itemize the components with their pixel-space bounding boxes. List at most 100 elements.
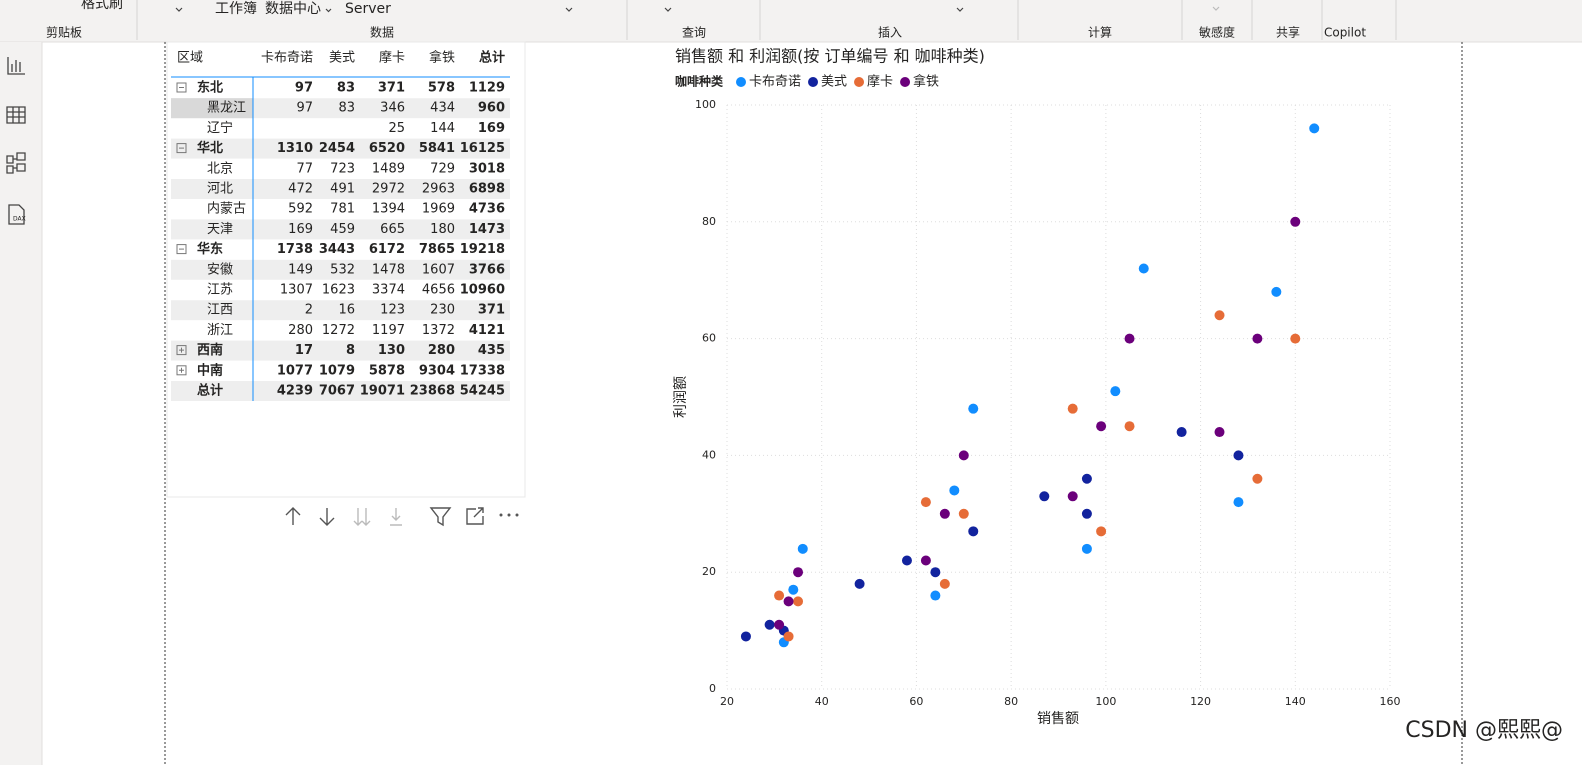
matrix-cell: 3766 <box>469 262 505 277</box>
expand-button[interactable] <box>176 365 187 376</box>
matrix-cell: 7067 <box>319 384 355 399</box>
matrix-cell: 130 <box>378 343 405 358</box>
scatter-point <box>939 508 950 519</box>
scatter-point <box>920 555 931 566</box>
filter[interactable] <box>429 507 452 527</box>
scatter-point <box>1252 333 1263 344</box>
dax-icon[interactable] <box>8 204 25 225</box>
scatter-point <box>764 619 775 630</box>
matrix-row-label: 东北 <box>197 80 223 96</box>
drill-up[interactable] <box>285 507 301 525</box>
scatter-point <box>1067 403 1078 414</box>
row-background <box>171 340 510 361</box>
expand-button[interactable] <box>176 244 187 255</box>
matrix-row-label: 华北 <box>197 140 223 156</box>
matrix-cell: 25 <box>388 121 405 136</box>
matrix-cell: 532 <box>330 262 355 277</box>
scatter-point <box>1176 427 1187 438</box>
matrix-cell: 592 <box>288 202 313 217</box>
matrix-row-label: 总计 <box>197 383 223 399</box>
matrix-cell: 19218 <box>460 242 505 257</box>
matrix-cell: 169 <box>478 121 505 136</box>
matrix-cell: 1473 <box>469 222 505 237</box>
scatter-point <box>1081 473 1092 484</box>
legend-label: 卡布奇诺 <box>749 74 801 90</box>
matrix-cell: 17338 <box>460 363 505 378</box>
scatter-point <box>740 631 751 642</box>
matrix-cell: 6172 <box>369 242 405 257</box>
row-background <box>171 98 510 119</box>
scatter-point <box>783 596 794 607</box>
matrix-cell: 6898 <box>469 182 505 197</box>
matrix-cell: 180 <box>430 222 455 237</box>
matrix-cell: 280 <box>288 323 313 338</box>
ribbon <box>0 0 1582 42</box>
expand-button[interactable] <box>176 82 187 93</box>
matrix-cell: 8 <box>346 343 355 358</box>
scatter-point <box>783 631 794 642</box>
matrix-row-label: 西南 <box>197 342 223 358</box>
matrix-cell: 54245 <box>460 384 505 399</box>
scatter-point <box>1124 333 1135 344</box>
scatter-point <box>1110 386 1121 397</box>
x-tick-label: 80 <box>1004 695 1018 708</box>
scatter-point <box>793 567 804 578</box>
ribbon-group-label: 敏感度 <box>1199 25 1235 40</box>
row-background <box>171 381 510 401</box>
matrix-cell: 5841 <box>419 141 455 156</box>
expand-glyph <box>179 367 184 373</box>
watermark: CSDN @熙熙@ <box>1405 718 1563 743</box>
matrix-row-label: 江苏 <box>207 282 233 298</box>
focus-mode[interactable] <box>466 507 484 525</box>
row-background <box>171 259 510 280</box>
y-tick-label: 20 <box>702 565 716 578</box>
scatter-point <box>1039 491 1050 502</box>
matrix-header: 总计 <box>479 50 505 66</box>
visual-header-icons <box>285 507 519 527</box>
matrix-row-label: 内蒙古 <box>207 201 246 217</box>
sidebar <box>0 42 42 765</box>
matrix-cell: 578 <box>428 81 455 96</box>
model-icon[interactable] <box>6 152 26 174</box>
matrix-row-label: 安徽 <box>207 262 233 277</box>
scatter-point <box>1233 450 1244 461</box>
matrix-cell: 2972 <box>372 182 405 197</box>
legend-marker <box>736 77 746 87</box>
matrix-cell: 149 <box>288 262 313 277</box>
matrix-row-label: 中南 <box>197 362 223 378</box>
expand-button[interactable] <box>176 143 187 154</box>
matrix-cell: 1272 <box>322 323 355 338</box>
matrix-cell: 1478 <box>372 262 405 277</box>
drill-down[interactable] <box>319 508 335 526</box>
matrix-cell: 2454 <box>319 141 355 156</box>
matrix-cell: 97 <box>295 81 313 96</box>
matrix-cell: 3374 <box>372 283 405 298</box>
scatter-point <box>854 578 865 589</box>
ribbon-item: 格式刷 <box>81 0 123 12</box>
matrix-header: 卡布奇诺 <box>261 50 313 66</box>
scatter-point <box>949 485 960 496</box>
matrix-row-label: 北京 <box>207 161 233 176</box>
matrix-row-label: 辽宁 <box>207 120 233 136</box>
matrix-cell: 781 <box>330 202 355 217</box>
report-icon[interactable] <box>7 57 25 75</box>
row-selected <box>171 98 253 119</box>
matrix-cell: 23868 <box>410 384 455 399</box>
row-background <box>171 300 510 321</box>
matrix-cell: 1310 <box>277 141 313 156</box>
table-icon[interactable] <box>6 106 26 124</box>
matrix-cell: 1077 <box>277 363 313 378</box>
row-background <box>171 219 510 240</box>
matrix-cell: 346 <box>380 101 405 116</box>
matrix-cell: 1394 <box>372 202 405 217</box>
matrix-cell: 459 <box>330 222 355 237</box>
legend-label: 拿铁 <box>913 74 939 90</box>
scatter-point <box>1081 508 1092 519</box>
matrix-cell: 1738 <box>277 242 313 257</box>
scatter-point <box>1214 310 1225 321</box>
matrix-cell: 2963 <box>422 182 455 197</box>
ribbon-chevrons <box>175 6 1220 13</box>
expand-button[interactable] <box>176 345 187 356</box>
matrix-cell: 1607 <box>422 262 455 277</box>
legend-label: 摩卡 <box>867 74 893 90</box>
